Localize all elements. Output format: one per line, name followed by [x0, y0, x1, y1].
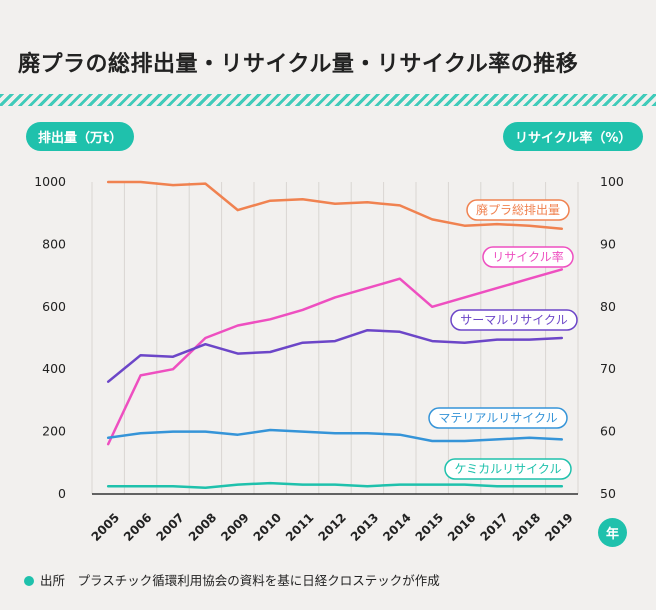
left-axis-label: 排出量（万t） — [26, 122, 135, 151]
x-tick-label: 2006 — [121, 510, 155, 544]
y-right-tick-label: 90 — [600, 236, 616, 251]
series-line — [106, 481, 564, 490]
source-note: 出所 プラスチック循環利用協会の資料を基に日経クロステックが作成 — [24, 570, 440, 589]
x-tick-label: 2012 — [315, 510, 349, 544]
y-right-tick-label: 70 — [600, 361, 616, 376]
y-left-tick-label: 0 — [58, 486, 66, 501]
y-right-tick-label: 100 — [600, 174, 624, 189]
right-axis-label: リサイクル率（%） — [503, 122, 644, 151]
series-label: マテリアルリサイクル — [438, 411, 557, 425]
series-label-box — [450, 309, 578, 331]
x-tick-label: 2017 — [477, 510, 511, 544]
x-tick-label: 2011 — [283, 510, 317, 544]
y-right-tick-label: 60 — [600, 424, 616, 439]
chart-title: 廃プラの総排出量・リサイクル量・リサイクル率の推移 — [18, 52, 579, 77]
x-tick-label: 2009 — [218, 510, 252, 544]
y-right-tick-label: 50 — [600, 486, 616, 501]
series-line — [106, 428, 564, 443]
x-axis-label: 年 — [598, 518, 628, 547]
series-label: ケミカルリサイクル — [454, 462, 561, 476]
x-tick-label: 2019 — [542, 510, 576, 544]
series-label-box — [428, 407, 568, 429]
x-tick-label: 2016 — [445, 510, 479, 544]
series-line — [106, 268, 564, 446]
x-tick-label: 2008 — [186, 510, 220, 544]
series-line — [106, 180, 564, 231]
series-label-box — [444, 458, 572, 480]
y-left-tick-label: 200 — [42, 424, 66, 439]
y-left-tick-label: 800 — [42, 236, 66, 251]
x-tick-label: 2013 — [348, 510, 382, 544]
y-right-tick-label: 80 — [600, 299, 616, 314]
series-line — [106, 328, 564, 383]
source-text: 出所 プラスチック循環利用協会の資料を基に日経クロステックが作成 — [40, 573, 440, 588]
y-left-tick-label: 1000 — [34, 174, 66, 189]
x-tick-label: 2015 — [413, 510, 447, 544]
y-left-tick-label: 400 — [42, 361, 66, 376]
x-tick-label: 2010 — [251, 510, 285, 544]
x-tick-label: 2018 — [510, 510, 544, 544]
series-label: サーマルリサイクル — [460, 313, 567, 327]
x-tick-label: 2014 — [380, 510, 414, 544]
series-label: リサイクル率 — [492, 249, 563, 264]
x-tick-label: 2007 — [153, 510, 187, 544]
x-tick-label: 2005 — [89, 510, 123, 544]
source-dot-icon — [24, 576, 34, 586]
decorative-stripe — [0, 94, 656, 106]
series-label-box — [482, 246, 574, 268]
series-label: 廃プラ総排出量 — [476, 202, 560, 217]
series-label-box — [466, 199, 570, 221]
y-left-tick-label: 600 — [42, 299, 66, 314]
